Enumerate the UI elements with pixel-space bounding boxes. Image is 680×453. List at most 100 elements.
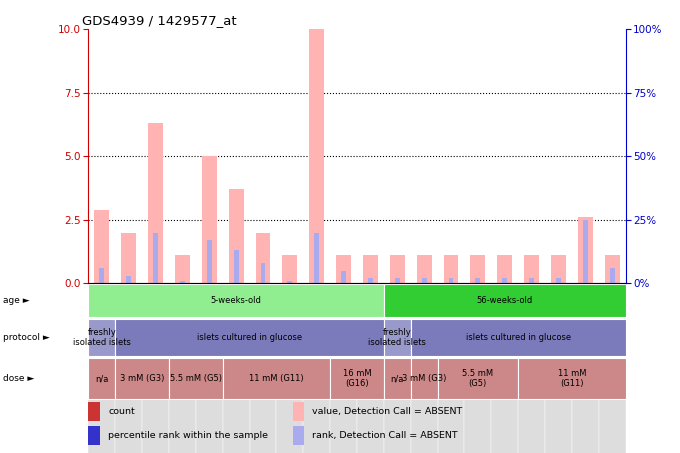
Bar [390, 255, 405, 284]
FancyBboxPatch shape [88, 358, 116, 399]
Bar [175, 255, 190, 284]
Text: count: count [108, 407, 135, 416]
FancyBboxPatch shape [169, 358, 223, 399]
FancyBboxPatch shape [438, 284, 464, 453]
Text: islets cultured in glucose: islets cultured in glucose [466, 333, 571, 342]
FancyBboxPatch shape [545, 284, 572, 453]
Bar [336, 255, 351, 284]
Text: GDS4939 / 1429577_at: GDS4939 / 1429577_at [82, 14, 236, 27]
Bar [148, 123, 163, 284]
Bar [88, 426, 100, 445]
FancyBboxPatch shape [116, 358, 169, 399]
Text: freshly
isolated islets: freshly isolated islets [369, 328, 426, 347]
FancyBboxPatch shape [411, 319, 626, 356]
Text: islets cultured in glucose: islets cultured in glucose [197, 333, 302, 342]
FancyBboxPatch shape [169, 284, 196, 453]
Bar [605, 255, 619, 284]
FancyBboxPatch shape [599, 284, 626, 453]
Bar [503, 278, 507, 284]
Bar [422, 278, 426, 284]
Bar [449, 278, 454, 284]
Bar [551, 255, 566, 284]
Bar [395, 278, 400, 284]
FancyBboxPatch shape [384, 284, 626, 317]
FancyBboxPatch shape [196, 284, 223, 453]
FancyBboxPatch shape [223, 284, 250, 453]
Bar [529, 278, 534, 284]
FancyBboxPatch shape [411, 358, 438, 399]
Text: n/a: n/a [390, 374, 404, 383]
Text: 11 mM (G11): 11 mM (G11) [249, 374, 304, 383]
Bar [475, 278, 480, 284]
Bar [368, 278, 373, 284]
Text: 3 mM (G3): 3 mM (G3) [120, 374, 165, 383]
Bar [153, 232, 158, 284]
Bar [260, 263, 265, 284]
Text: value, Detection Call = ABSENT: value, Detection Call = ABSENT [312, 407, 462, 416]
FancyBboxPatch shape [330, 284, 357, 453]
Text: 5.5 mM
(G5): 5.5 mM (G5) [462, 369, 494, 388]
Bar [180, 281, 185, 284]
Bar [443, 255, 458, 284]
FancyBboxPatch shape [277, 284, 303, 453]
Bar [234, 251, 239, 284]
FancyBboxPatch shape [518, 284, 545, 453]
Bar [524, 255, 539, 284]
FancyBboxPatch shape [116, 284, 142, 453]
FancyBboxPatch shape [142, 284, 169, 453]
FancyBboxPatch shape [250, 284, 277, 453]
FancyBboxPatch shape [330, 358, 384, 399]
FancyBboxPatch shape [223, 358, 330, 399]
Text: protocol ►: protocol ► [3, 333, 50, 342]
FancyBboxPatch shape [438, 358, 518, 399]
Text: 56-weeks-old: 56-weeks-old [477, 296, 533, 305]
Text: 5.5 mM (G5): 5.5 mM (G5) [170, 374, 222, 383]
FancyBboxPatch shape [464, 284, 492, 453]
FancyBboxPatch shape [411, 284, 438, 453]
Bar [341, 271, 346, 284]
Bar [583, 220, 588, 284]
Bar [228, 189, 243, 284]
Bar [202, 156, 217, 284]
Bar [471, 255, 486, 284]
FancyBboxPatch shape [518, 358, 626, 399]
Bar [282, 255, 297, 284]
Bar [292, 426, 305, 445]
FancyBboxPatch shape [88, 319, 116, 356]
Bar [309, 29, 324, 284]
FancyBboxPatch shape [384, 284, 411, 453]
Text: age ►: age ► [3, 296, 30, 305]
Bar [556, 278, 561, 284]
FancyBboxPatch shape [88, 284, 384, 317]
Text: 16 mM
(G16): 16 mM (G16) [343, 369, 371, 388]
Text: n/a: n/a [95, 374, 109, 383]
Text: 5-weeks-old: 5-weeks-old [211, 296, 262, 305]
Bar [288, 281, 292, 284]
Bar [121, 232, 136, 284]
Text: percentile rank within the sample: percentile rank within the sample [108, 431, 269, 440]
Text: rank, Detection Call = ABSENT: rank, Detection Call = ABSENT [312, 431, 458, 440]
Bar [417, 255, 432, 284]
Bar [88, 402, 100, 421]
Bar [207, 240, 211, 284]
FancyBboxPatch shape [303, 284, 330, 453]
Text: 3 mM (G3): 3 mM (G3) [402, 374, 446, 383]
FancyBboxPatch shape [572, 284, 599, 453]
FancyBboxPatch shape [384, 358, 411, 399]
FancyBboxPatch shape [88, 284, 116, 453]
Bar [292, 402, 305, 421]
Bar [126, 276, 131, 284]
Bar [314, 232, 319, 284]
Bar [610, 268, 615, 284]
Text: freshly
isolated islets: freshly isolated islets [73, 328, 131, 347]
FancyBboxPatch shape [357, 284, 384, 453]
Text: 11 mM
(G11): 11 mM (G11) [558, 369, 586, 388]
Text: dose ►: dose ► [3, 374, 35, 383]
Bar [99, 268, 104, 284]
FancyBboxPatch shape [116, 319, 384, 356]
Bar [256, 232, 271, 284]
Bar [497, 255, 512, 284]
Bar [578, 217, 593, 284]
FancyBboxPatch shape [492, 284, 518, 453]
Bar [95, 210, 109, 284]
